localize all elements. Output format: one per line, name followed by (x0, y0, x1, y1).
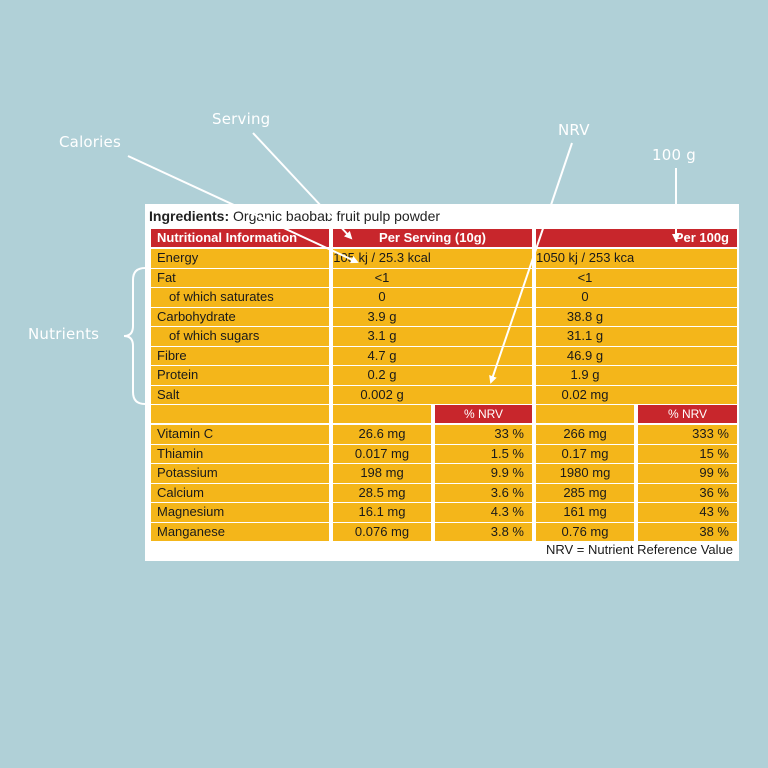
nutrient-serving-value: 105 kj / 25.3 kcal (333, 250, 431, 265)
vitamin-per100-value: 0.76 mg (536, 522, 634, 541)
vitamin-per100-value: 1980 mg (536, 464, 634, 483)
vitamin-name: Potassium (151, 464, 329, 483)
vitamin-per100-nrv: 36 % (638, 483, 737, 502)
calories-annotation: Calories (59, 133, 121, 151)
vitamin-serving-nrv: 1.5 % (435, 444, 532, 463)
nutrient-name: of which sugars (151, 327, 329, 346)
nrv-footnote: NRV = Nutrient Reference Value (545, 542, 733, 557)
vitamin-name: Magnesium (151, 503, 329, 522)
per100-span-bg (536, 366, 737, 385)
header-nutritional-information: Nutritional Information (151, 229, 329, 247)
serving-span-bg (333, 327, 532, 346)
vitamin-per100-nrv: 333 % (638, 425, 737, 444)
header-per-100g: Per 100g (536, 229, 737, 247)
nutrient-name: Salt (151, 385, 329, 404)
ingredients-text: Organic baobab fruit pulp powder (233, 208, 441, 224)
nutrient-serving-value: 0.002 g (360, 386, 404, 402)
vitamin-per100-nrv: 43 % (638, 503, 737, 522)
nutrient-serving-value: 3.1 g (367, 328, 397, 343)
serving-span-bg (333, 249, 532, 268)
per100-span-bg (536, 268, 737, 287)
nutrient-serving-value: 3.9 g (367, 308, 397, 324)
ingredients-label: Ingredients: (149, 208, 230, 224)
vitamin-serving-value: 0.076 mg (333, 522, 431, 541)
nutrient-per100-value: 1.9 g (570, 367, 600, 382)
nutrient-name: Carbohydrate (151, 307, 329, 326)
vitamin-per100-value: 0.17 mg (536, 444, 634, 463)
nutrient-serving-value: 4.7 g (367, 347, 397, 363)
vitamin-per100-nrv: 15 % (638, 444, 737, 463)
nutrient-per100-value: 0 (581, 289, 589, 304)
serving-span-bg (333, 346, 532, 365)
vitamin-serving-value: 28.5 mg (333, 483, 431, 502)
ingredients-line: Ingredients: Organic baobab fruit pulp p… (149, 208, 440, 224)
per-100g-annotation: 100 g (652, 146, 696, 164)
vitamin-per100-value: 266 mg (536, 425, 634, 444)
nutrient-name: of which saturates (151, 288, 329, 307)
vitamin-name: Thiamin (151, 444, 329, 463)
per100-span-bg (536, 327, 737, 346)
vitamin-serving-nrv: 3.8 % (435, 522, 532, 541)
header-per-serving: Per Serving (10g) (333, 229, 532, 247)
vitamin-per100-nrv: 38 % (638, 522, 737, 541)
nrv-annotation: NRV (558, 121, 590, 139)
vitamin-per100-value: 161 mg (536, 503, 634, 522)
nutrient-per100-value: 0.02 mg (561, 386, 609, 402)
nutrient-name: Energy (151, 249, 329, 268)
vitamin-serving-nrv: 3.6 % (435, 483, 532, 502)
per100-span-bg (536, 385, 737, 404)
per100-nrv-header: % NRV (638, 405, 737, 423)
vitamin-per100-nrv: 99 % (638, 464, 737, 483)
vitamin-serving-nrv: 4.3 % (435, 503, 532, 522)
vitamin-serving-value: 26.6 mg (333, 425, 431, 444)
vitamin-serving-value: 198 mg (333, 464, 431, 483)
vitamin-name: Vitamin C (151, 425, 329, 444)
nutrients-brace (123, 267, 146, 405)
serving-span-bg (333, 307, 532, 326)
nutrient-name: Protein (151, 366, 329, 385)
nutrient-name: Fibre (151, 346, 329, 365)
nutrition-table: Nutritional Information Per Serving (10g)… (151, 229, 737, 543)
per100-span-bg (536, 307, 737, 326)
nutrition-label: Ingredients: Organic baobab fruit pulp p… (145, 204, 739, 561)
vitamin-name: Manganese (151, 522, 329, 541)
vitamin-serving-nrv: 9.9 % (435, 464, 532, 483)
nutrient-serving-value: 0 (378, 289, 386, 304)
per100-span-bg (536, 288, 737, 307)
vitamin-per100-value: 285 mg (536, 483, 634, 502)
nutrients-annotation: Nutrients (28, 325, 100, 343)
vitamin-name: Calcium (151, 483, 329, 502)
serving-nrv-header: % NRV (435, 405, 532, 423)
serving-span-bg (333, 366, 532, 385)
serving-span-bg (333, 268, 532, 287)
vitamin-serving-nrv: 33 % (435, 425, 532, 444)
nutrient-name: Fat (151, 268, 329, 287)
nutrient-serving-value: <1 (374, 269, 390, 285)
serving-annotation: Serving (212, 110, 271, 128)
nrv-row-spacer (333, 405, 431, 423)
per100-span-bg (536, 249, 737, 268)
nutrient-per100-value: 31.1 g (566, 328, 604, 343)
nutrient-per100-value: 46.9 g (566, 347, 604, 363)
nutrient-per100-value: 1050 kj / 253 kcal (536, 250, 634, 265)
per100-span-bg (536, 346, 737, 365)
nutrient-per100-value: <1 (577, 269, 593, 285)
nrv-row-spacer (536, 405, 634, 423)
vitamin-serving-value: 0.017 mg (333, 444, 431, 463)
serving-span-bg (333, 385, 532, 404)
vitamin-serving-value: 16.1 mg (333, 503, 431, 522)
nutrient-per100-value: 38.8 g (566, 308, 604, 324)
nrv-row-spacer (151, 405, 329, 423)
nutrient-serving-value: 0.2 g (367, 367, 397, 382)
serving-span-bg (333, 288, 532, 307)
